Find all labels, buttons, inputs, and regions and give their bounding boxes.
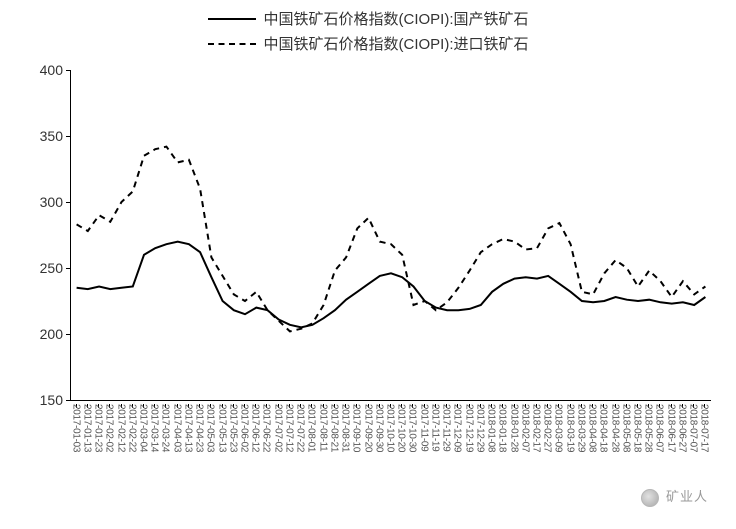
watermark-icon [641,489,659,507]
xtick-label: 2018-06-07 [654,404,665,452]
xtick-label: 2018-02-07 [519,404,530,452]
xtick-label: 2017-02-22 [126,404,137,452]
xtick-label: 2017-06-22 [261,404,272,452]
xtick-label: 2018-05-28 [643,404,654,452]
xtick-label: 2017-08-01 [306,404,317,452]
xtick-label: 2017-07-02 [272,404,283,452]
series-line-import [77,147,706,332]
xtick-label: 2017-10-20 [396,404,407,452]
xtick-label: 2017-02-02 [104,404,115,452]
xtick-label: 2018-07-07 [688,404,699,452]
legend-item-2: 中国铁矿石价格指数(CIOPI):进口铁矿石 [208,33,529,54]
xtick-label: 2018-01-18 [497,404,508,452]
xtick-label: 2017-08-11 [317,404,328,451]
xtick-label: 2017-07-12 [283,404,294,452]
xtick-label: 2017-03-04 [137,404,148,452]
xtick-label: 2017-08-21 [328,404,339,452]
xtick-label: 2017-10-10 [385,404,396,452]
xtick-label: 2018-03-19 [564,404,575,452]
xtick-label: 2017-05-23 [227,404,238,452]
xtick-label: 2017-01-13 [81,404,92,452]
xtick-label: 2017-05-03 [205,404,216,452]
xtick-label: 2018-02-17 [530,404,541,452]
watermark-text: 矿业人 [666,489,708,504]
ytick-mark [66,202,71,203]
xtick-label: 2017-10-30 [407,404,418,452]
xtick-label: 2017-09-30 [373,404,384,452]
xtick-label: 2017-04-13 [182,404,193,452]
watermark: 矿业人 [641,486,708,507]
legend-item-1: 中国铁矿石价格指数(CIOPI):国产铁矿石 [208,8,529,29]
xtick-label: 2017-01-23 [93,404,104,452]
xtick-label: 2017-07-22 [295,404,306,452]
xtick-label: 2018-07-17 [699,404,710,452]
x-axis-labels: 2017-01-032017-01-132017-01-232017-02-02… [70,404,710,524]
xtick-label: 2017-11-19 [429,404,440,451]
xtick-label: 2018-02-27 [542,404,553,452]
xtick-label: 2017-11-29 [441,404,452,451]
legend-label-1: 中国铁矿石价格指数(CIOPI):国产铁矿石 [264,8,529,29]
chart-container: 中国铁矿石价格指数(CIOPI):国产铁矿石 中国铁矿石价格指数(CIOPI):… [0,0,736,529]
xtick-label: 2017-05-13 [216,404,227,452]
xtick-label: 2017-09-10 [351,404,362,452]
xtick-label: 2017-06-12 [250,404,261,452]
xtick-label: 2018-04-18 [598,404,609,452]
xtick-label: 2018-06-27 [676,404,687,452]
xtick-label: 2017-12-09 [452,404,463,452]
ytick-mark [66,136,71,137]
plot-area: 150200250300350400 [70,70,711,401]
legend: 中国铁矿石价格指数(CIOPI):国产铁矿石 中国铁矿石价格指数(CIOPI):… [0,8,736,54]
xtick-label: 2018-06-17 [665,404,676,452]
xtick-label: 2017-08-31 [340,404,351,452]
xtick-label: 2018-04-28 [609,404,620,452]
xtick-label: 2017-04-03 [171,404,182,452]
line-layer [71,70,711,400]
xtick-label: 2017-03-14 [149,404,160,452]
series-line-domestic [77,242,706,328]
xtick-label: 2017-03-24 [160,404,171,452]
ytick-mark [66,70,71,71]
xtick-label: 2017-02-12 [115,404,126,452]
xtick-label: 2017-09-20 [362,404,373,452]
xtick-label: 2017-01-03 [70,404,81,452]
xtick-label: 2018-04-08 [587,404,598,452]
ytick-mark [66,268,71,269]
xtick-label: 2017-11-09 [418,404,429,451]
xtick-label: 2018-05-08 [620,404,631,452]
xtick-label: 2018-03-29 [575,404,586,452]
legend-label-2: 中国铁矿石价格指数(CIOPI):进口铁矿石 [264,33,529,54]
legend-swatch-dashed [208,43,256,45]
xtick-label: 2018-01-28 [508,404,519,452]
xtick-label: 2017-04-23 [194,404,205,452]
ytick-mark [66,334,71,335]
xtick-label: 2018-03-09 [553,404,564,452]
xtick-label: 2018-01-08 [486,404,497,452]
xtick-label: 2017-12-29 [474,404,485,452]
ytick-mark [66,400,71,401]
legend-swatch-solid [208,18,256,20]
xtick-label: 2018-05-18 [632,404,643,452]
xtick-label: 2017-06-02 [239,404,250,452]
xtick-label: 2017-12-19 [463,404,474,452]
